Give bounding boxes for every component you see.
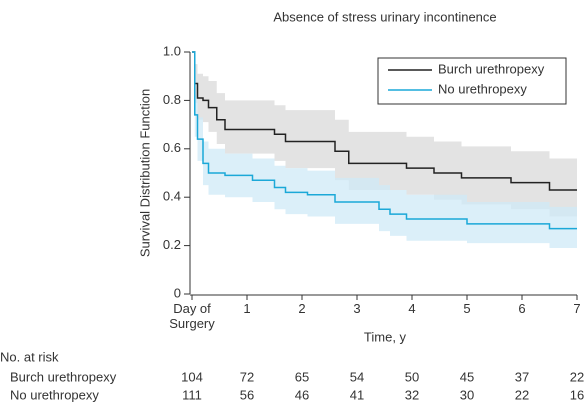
risk-count: 46 <box>295 387 309 402</box>
risk-count: 54 <box>350 369 364 384</box>
y-tick-label: 0 <box>174 285 181 300</box>
confidence-band <box>192 52 577 217</box>
y-tick-label: 0.2 <box>163 237 181 252</box>
y-axis-label: Survival Distribution Function <box>137 89 152 257</box>
risk-count: 32 <box>405 387 419 402</box>
x-tick-label: 4 <box>408 301 416 316</box>
survival-line <box>192 51 577 230</box>
risk-table-title: No. at risk <box>0 349 59 364</box>
risk-count: 16 <box>570 387 584 402</box>
risk-count: 45 <box>460 369 474 384</box>
y-tick-label: 0.8 <box>163 92 181 107</box>
y-tick-label: 0.4 <box>163 189 181 204</box>
x-tick-label: 6 <box>518 301 526 316</box>
x-tick-label: Day of Surgery <box>169 301 215 331</box>
x-axis-label: Time, y <box>364 329 407 344</box>
risk-count: 104 <box>181 369 203 384</box>
y-tick-label: 1.0 <box>163 43 181 58</box>
y-tick-label: 0.6 <box>163 140 181 155</box>
risk-count: 111 <box>182 387 202 402</box>
confidence-band <box>192 52 577 249</box>
risk-count: 30 <box>460 387 474 402</box>
risk-count: 22 <box>515 387 529 402</box>
risk-row-label: No urethropexy <box>10 387 99 402</box>
x-tick-label: 1 <box>243 301 251 316</box>
x-tick-label: 5 <box>463 301 471 316</box>
x-tick-label: 3 <box>353 301 361 316</box>
chart-title: Absence of stress urinary incontinence <box>273 9 496 24</box>
risk-count: 50 <box>405 369 419 384</box>
risk-count: 65 <box>295 369 309 384</box>
risk-count: 72 <box>240 369 254 384</box>
risk-count: 37 <box>515 369 529 384</box>
risk-count: 56 <box>240 387 254 402</box>
legend-box <box>377 57 567 105</box>
x-tick-label: 7 <box>573 301 581 316</box>
legend-label: Burch urethropexy <box>438 61 545 76</box>
risk-count: 41 <box>350 387 364 402</box>
risk-count: 22 <box>570 369 584 384</box>
survival-line <box>192 51 577 191</box>
legend-label: No urethropexy <box>438 81 527 96</box>
risk-row-label: Burch urethropexy <box>10 369 117 384</box>
x-tick-label: 2 <box>298 301 306 316</box>
